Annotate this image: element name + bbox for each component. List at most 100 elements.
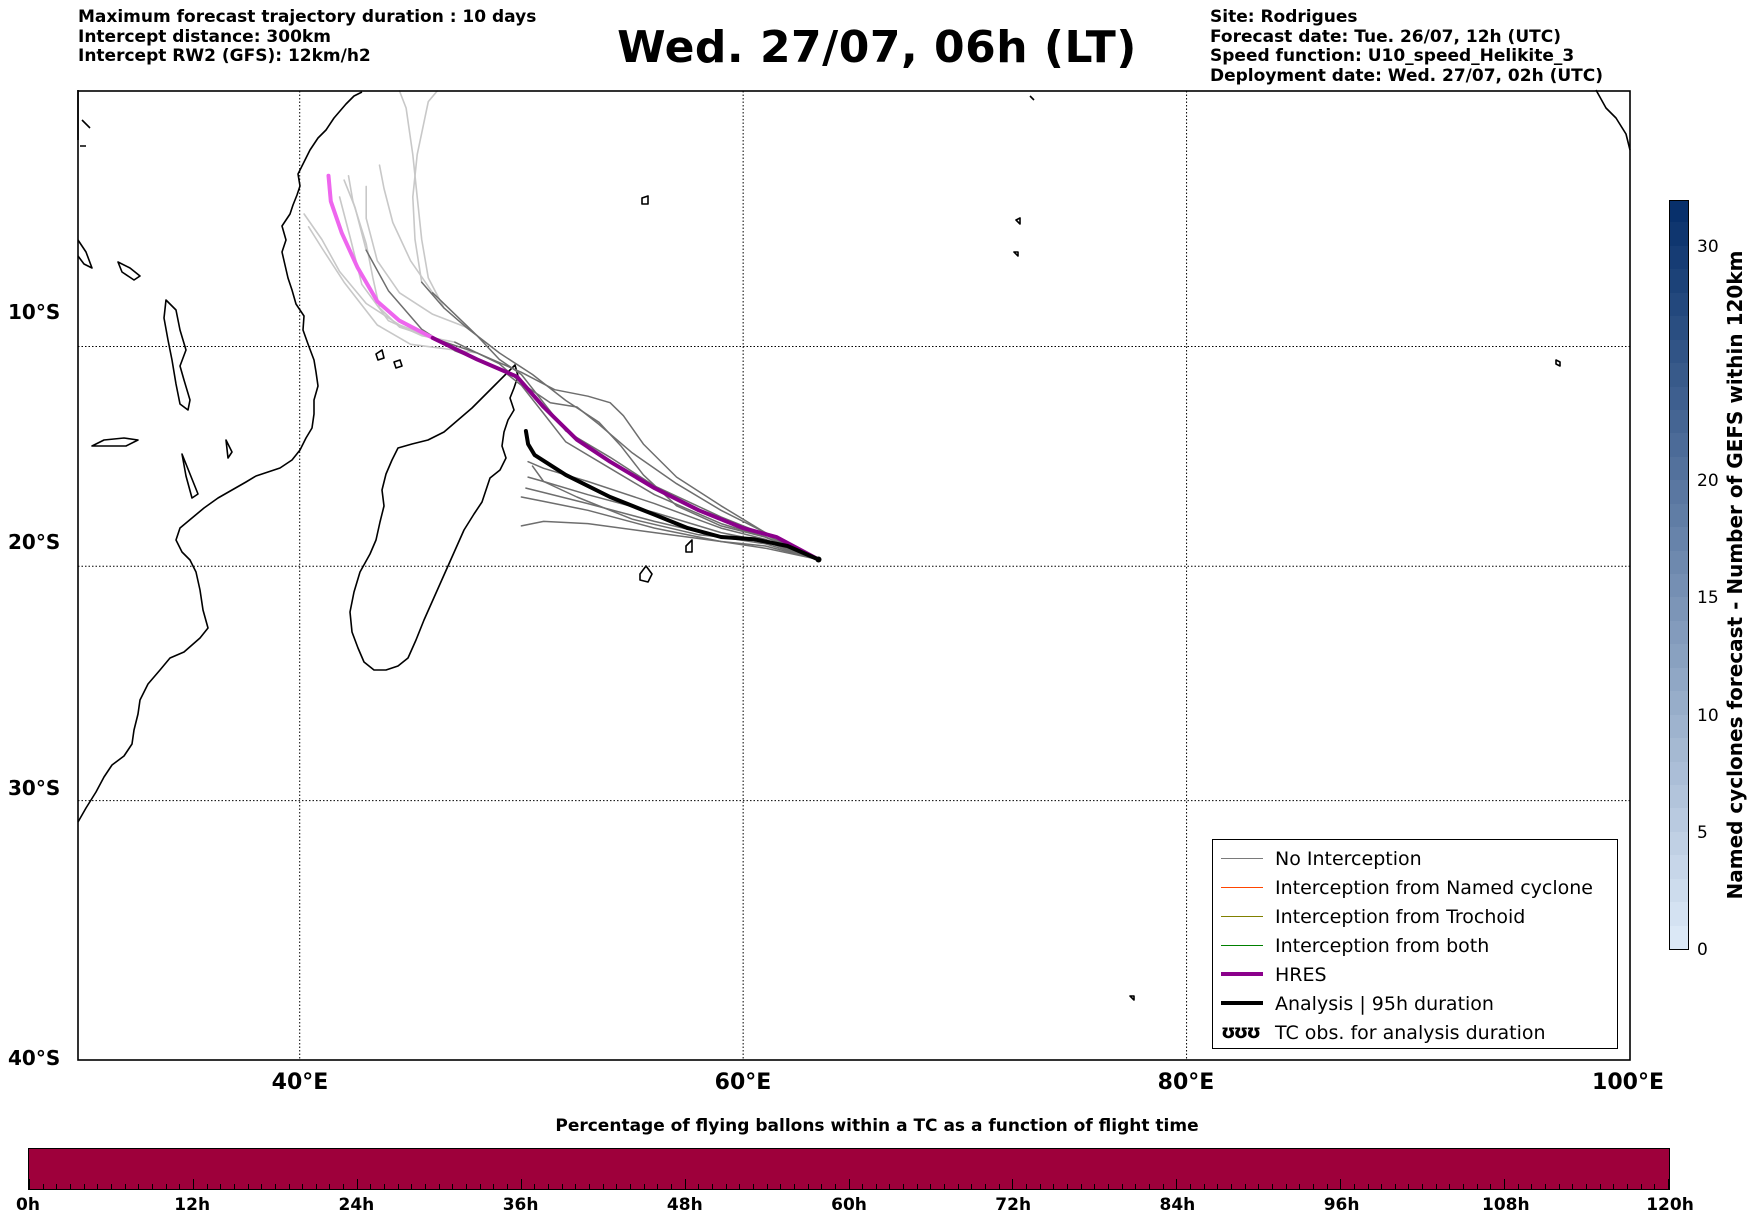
colorbar-minor-tick: [1640, 1184, 1642, 1189]
colorbar-minor-tick: [1463, 1184, 1465, 1189]
late-member-trajectory: [378, 164, 434, 294]
colorbar-minor-tick: [1599, 1184, 1601, 1189]
hres-trajectory-line: [430, 335, 821, 562]
colorbar-minor-tick: [233, 1184, 235, 1189]
analysis-trajectory: [523, 429, 822, 563]
colorbar-band: [1670, 596, 1688, 621]
legend-item-trochoid: Interception from Trochoid: [1213, 903, 1617, 931]
header-left-info: Maximum forecast trajectory duration : 1…: [78, 7, 537, 67]
colorbar-minor-tick: [520, 1179, 522, 1189]
colorbar-minor-tick: [1148, 1184, 1150, 1189]
colorbar-minor-tick: [575, 1184, 577, 1189]
lat-label-10s: 10°S: [8, 300, 61, 324]
island: [393, 359, 403, 369]
colorbar-minor-tick: [1244, 1184, 1246, 1189]
legend-item-hres: HRES: [1213, 961, 1617, 989]
map-frame: [77, 90, 1631, 1061]
flight-time-tick-label: 108h: [1482, 1195, 1530, 1215]
colorbar-band: [1670, 690, 1688, 715]
max-duration-text: Maximum forecast trajectory duration : 1…: [78, 7, 537, 27]
map-gridlines: [78, 91, 1630, 1060]
colorbar-minor-tick: [1299, 1184, 1301, 1189]
colorbar-band: [1670, 479, 1688, 504]
colorbar-minor-tick: [629, 1184, 631, 1189]
coastlines: [77, 89, 1631, 1001]
africa-coastline: [77, 91, 363, 823]
legend-label: Interception from Named cyclone: [1275, 877, 1593, 899]
colorbar-band: [1670, 201, 1688, 223]
deployment-date-text: Deployment date: Wed. 27/07, 02h (UTC): [1210, 65, 1604, 86]
colorbar-minor-tick: [274, 1184, 276, 1189]
colorbar-minor-tick: [507, 1184, 509, 1189]
colorbar-minor-tick: [930, 1184, 932, 1189]
colorbar-minor-tick: [1353, 1184, 1355, 1189]
colorbar-minor-tick: [1189, 1184, 1191, 1189]
colorbar-minor-tick: [903, 1184, 905, 1189]
island: [1595, 89, 1631, 151]
colorbar-minor-tick: [83, 1184, 85, 1189]
lon-label-100e: 100°E: [1592, 1070, 1664, 1095]
colorbar-minor-tick: [739, 1184, 741, 1189]
colorbar-minor-tick: [356, 1179, 358, 1189]
colorbar-minor-tick: [124, 1184, 126, 1189]
flight-time-tick-label: 120h: [1646, 1195, 1694, 1215]
colorbar-minor-tick: [616, 1184, 618, 1189]
colorbar-minor-tick: [1230, 1184, 1232, 1189]
island: [375, 349, 385, 361]
island: [1015, 217, 1021, 225]
colorbar-minor-tick: [548, 1184, 550, 1189]
lon-label-60e: 60°E: [714, 1070, 772, 1095]
colorbar-minor-tick: [1176, 1179, 1178, 1189]
colorbar-band: [1670, 292, 1688, 317]
colorbar-minor-tick: [1490, 1184, 1492, 1189]
lake-outline: [91, 437, 139, 447]
colorbar-minor-tick: [1039, 1184, 1041, 1189]
member-trajectory: [365, 249, 820, 561]
colorbar-band: [1670, 339, 1688, 364]
colorbar-minor-tick: [438, 1184, 440, 1189]
colorbar-band: [1670, 573, 1688, 598]
colorbar-minor-tick: [1654, 1184, 1656, 1189]
colorbar-band: [1670, 362, 1688, 387]
colorbar-minor-tick: [1572, 1184, 1574, 1189]
main-title: Wed. 27/07, 06h (LT): [617, 22, 1137, 73]
island: [639, 565, 653, 583]
flight-time-tick-label: 48h: [666, 1195, 703, 1215]
flight-time-tick-label: 72h: [995, 1195, 1032, 1215]
colorbar-band: [1670, 761, 1688, 785]
colorbar-band: [1670, 831, 1688, 856]
colorbar-minor-tick: [1258, 1184, 1260, 1189]
colorbar-band: [1670, 854, 1688, 879]
flight-time-tick-label: 12h: [174, 1195, 211, 1215]
late-member-trajectory: [365, 185, 467, 328]
lake-outline: [117, 261, 141, 281]
colorbar-minor-tick: [97, 1184, 99, 1189]
horn-coastline: [77, 90, 91, 147]
site-text: Site: Rodrigues: [1210, 7, 1358, 27]
colorbar-minor-tick: [206, 1184, 208, 1189]
colorbar-minor-tick: [848, 1179, 850, 1189]
lake-outline: [181, 453, 199, 499]
colorbar-minor-tick: [793, 1184, 795, 1189]
colorbar-minor-tick: [1326, 1184, 1328, 1189]
named-cyclones-colorbar: [1669, 200, 1689, 950]
hres-trajectory: [326, 173, 821, 562]
colorbar-minor-tick: [384, 1184, 386, 1189]
colorbar-band: [1670, 784, 1688, 809]
colorbar-band: [1670, 737, 1688, 762]
colorbar-minor-tick: [780, 1184, 782, 1189]
legend-swatch: [1221, 858, 1263, 859]
lat-label-30s: 30°S: [8, 776, 61, 800]
colorbar-minor-tick: [247, 1184, 249, 1189]
colorbar-title: Named cyclones forecast - Number of GEFS…: [1723, 250, 1747, 900]
colorbar-minor-tick: [192, 1179, 194, 1189]
forecast-date-text: Forecast date: Tue. 26/07, 12h (UTC): [1210, 26, 1561, 47]
colorbar-minor-tick: [698, 1184, 700, 1189]
colorbar-tick-label: 5: [1697, 822, 1708, 843]
colorbar-minor-tick: [466, 1184, 468, 1189]
legend-item-analysis: Analysis | 95h duration: [1213, 990, 1617, 1018]
flight-time-tick-label: 0h: [16, 1195, 40, 1215]
release-site-marker: [815, 556, 822, 563]
colorbar-minor-tick: [1613, 1184, 1615, 1189]
